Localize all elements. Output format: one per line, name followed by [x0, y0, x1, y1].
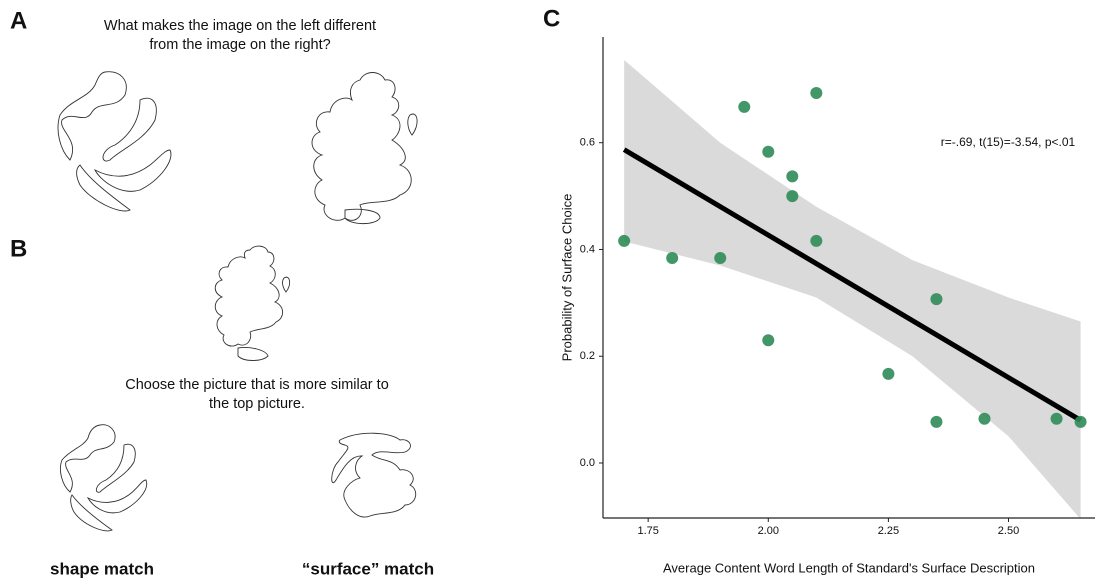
y-tick-label: 0.6 — [580, 137, 595, 149]
y-tick-label: 0.4 — [580, 243, 595, 255]
annotation: r=-.69, t(15)=-3.54, p<.01 — [941, 135, 1076, 149]
point — [762, 334, 775, 347]
point — [738, 100, 751, 113]
point — [930, 415, 943, 428]
chart: 0.0 0.2 0.4 0.6 1.75 2.00 2.25 2.50 Average Cont… — [559, 37, 1095, 575]
point — [882, 367, 895, 380]
shape — [311, 72, 418, 225]
point — [930, 293, 943, 306]
point — [978, 412, 991, 425]
shape — [57, 71, 172, 212]
x-tick-label: 2.00 — [758, 525, 779, 537]
x-axis-label: Average Content Word Length of Standard'… — [663, 560, 1035, 575]
point — [762, 145, 775, 158]
point — [810, 234, 823, 247]
prompt: the top picture. — [209, 396, 305, 412]
point — [786, 190, 799, 203]
prompt: What makes the image on the left differe… — [104, 18, 376, 34]
prompt: from the image on the right? — [149, 37, 330, 53]
y-tick-label: 0.2 — [580, 350, 595, 362]
point — [714, 252, 727, 265]
panel-label: C — [543, 5, 560, 32]
point — [810, 87, 823, 100]
panel-label: A — [10, 7, 27, 34]
x-tick-label: 2.25 — [878, 525, 899, 537]
y-tick-label: 0.0 — [580, 457, 595, 469]
shape — [214, 245, 291, 361]
shape — [331, 432, 417, 518]
panel-label: B — [10, 235, 27, 262]
point — [1074, 415, 1087, 428]
prompt: Choose the picture that is more similar … — [125, 377, 389, 393]
shape — [59, 424, 148, 532]
x-tick-label: 1.75 — [637, 525, 658, 537]
point — [1050, 412, 1063, 425]
caption: shape match — [50, 559, 154, 578]
caption: “surface” match — [302, 559, 434, 578]
confidence-band — [624, 59, 1081, 520]
x-tick-label: 2.50 — [998, 525, 1019, 537]
point — [666, 252, 679, 265]
point — [618, 234, 631, 247]
fit-line — [622, 147, 1082, 423]
point — [786, 170, 799, 183]
y-axis-label: Probability of Surface Choice — [559, 194, 574, 362]
